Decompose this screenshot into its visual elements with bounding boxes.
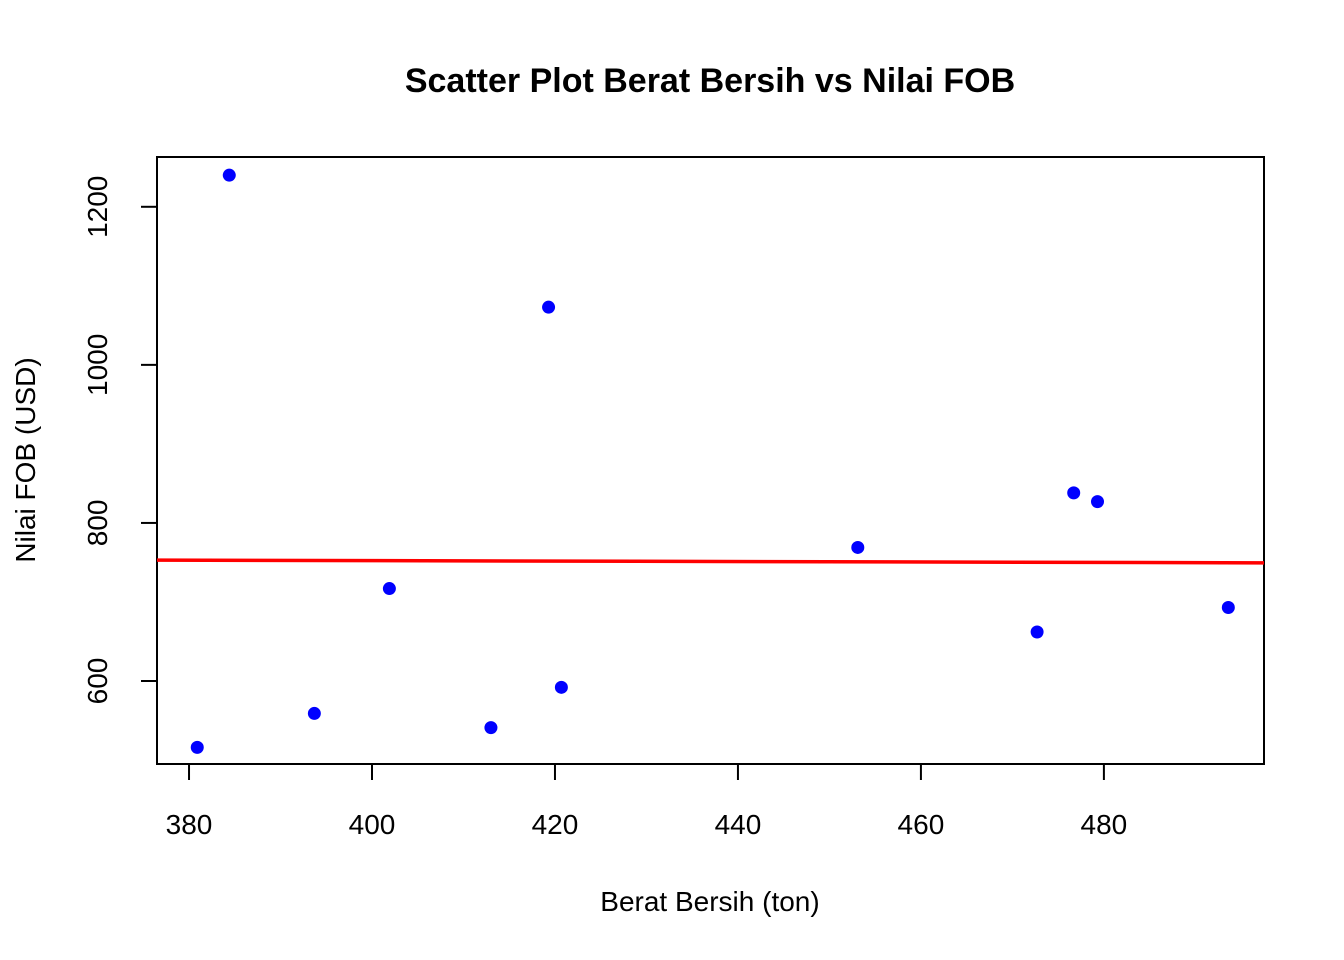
trend-line	[156, 558, 1265, 565]
trend-line-group	[156, 558, 1265, 565]
data-point	[222, 168, 236, 182]
data-point	[542, 300, 556, 314]
x-axis: 380 400 420 440 460 480	[166, 763, 1128, 840]
x-tick-label: 480	[1081, 809, 1128, 840]
data-point	[1067, 486, 1081, 500]
chart-title: Scatter Plot Berat Bersih vs Nilai FOB	[405, 62, 1015, 100]
x-tick-label: 380	[166, 809, 213, 840]
y-tick-label: 600	[82, 658, 113, 705]
x-tick-label: 420	[532, 809, 579, 840]
data-point	[484, 721, 498, 735]
y-tick-label: 800	[82, 500, 113, 547]
data-point	[382, 582, 396, 596]
x-axis-label: Berat Bersih (ton)	[600, 886, 819, 917]
plot-frame	[156, 156, 1265, 765]
data-point	[1030, 625, 1044, 639]
data-point	[190, 740, 204, 754]
data-points	[190, 168, 1235, 754]
y-axis-label: Nilai FOB (USD)	[10, 357, 41, 562]
data-point	[1221, 601, 1235, 615]
data-point	[851, 540, 865, 554]
data-point	[1090, 495, 1104, 509]
x-tick-label: 440	[715, 809, 762, 840]
y-axis: 600 800 1000 1200	[82, 176, 158, 705]
x-tick-label: 400	[349, 809, 396, 840]
y-tick-label: 1200	[82, 176, 113, 238]
x-tick-label: 460	[898, 809, 945, 840]
data-point	[554, 680, 568, 694]
y-tick-label: 1000	[82, 334, 113, 396]
data-point	[307, 706, 321, 720]
